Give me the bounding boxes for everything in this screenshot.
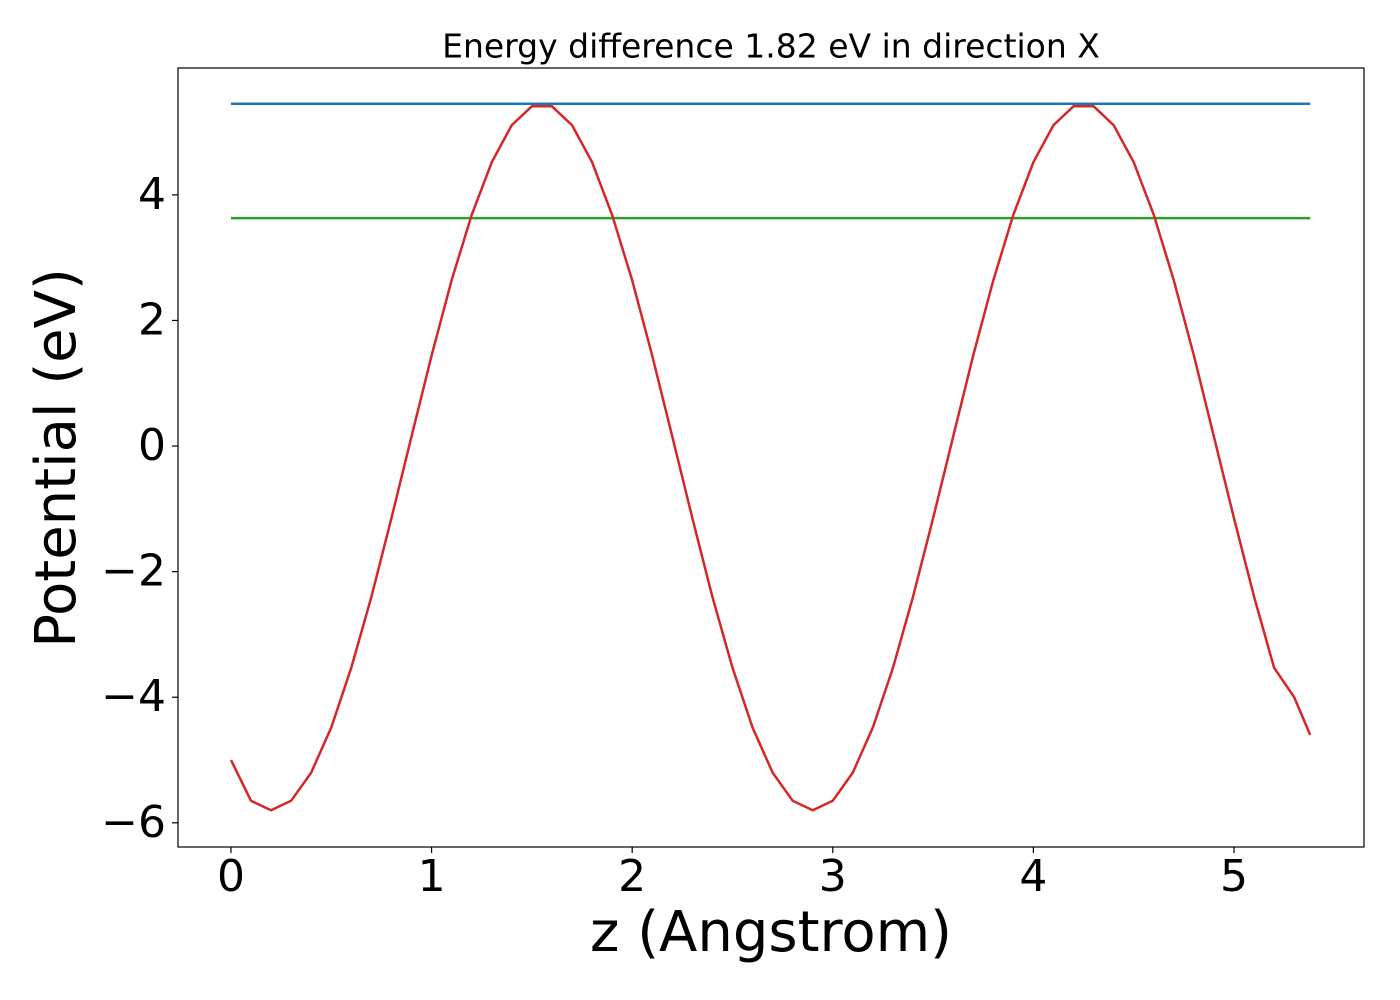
x-tick-label: 5 bbox=[1220, 851, 1248, 902]
plot-frame bbox=[177, 67, 1365, 848]
y-tick-label: −2 bbox=[101, 546, 166, 597]
chart-title: Energy difference 1.82 eV in direction X bbox=[442, 27, 1100, 66]
x-tick-label: 2 bbox=[618, 851, 646, 902]
series-line bbox=[229, 105, 1312, 812]
x-tick-label: 4 bbox=[1019, 851, 1047, 902]
y-tick-label: 2 bbox=[138, 294, 166, 345]
y-tick-label: −6 bbox=[101, 797, 166, 848]
x-tick-label: 1 bbox=[418, 851, 446, 902]
y-tick-label: 4 bbox=[138, 169, 166, 220]
x-axis-label: z (Angstrom) bbox=[590, 900, 952, 965]
x-tick-label: 0 bbox=[217, 851, 245, 902]
y-tick-label: 0 bbox=[138, 420, 166, 471]
x-tick-label: 3 bbox=[819, 851, 847, 902]
y-axis-label: Potential (eV) bbox=[24, 268, 89, 648]
y-tick-label: −4 bbox=[101, 671, 166, 722]
